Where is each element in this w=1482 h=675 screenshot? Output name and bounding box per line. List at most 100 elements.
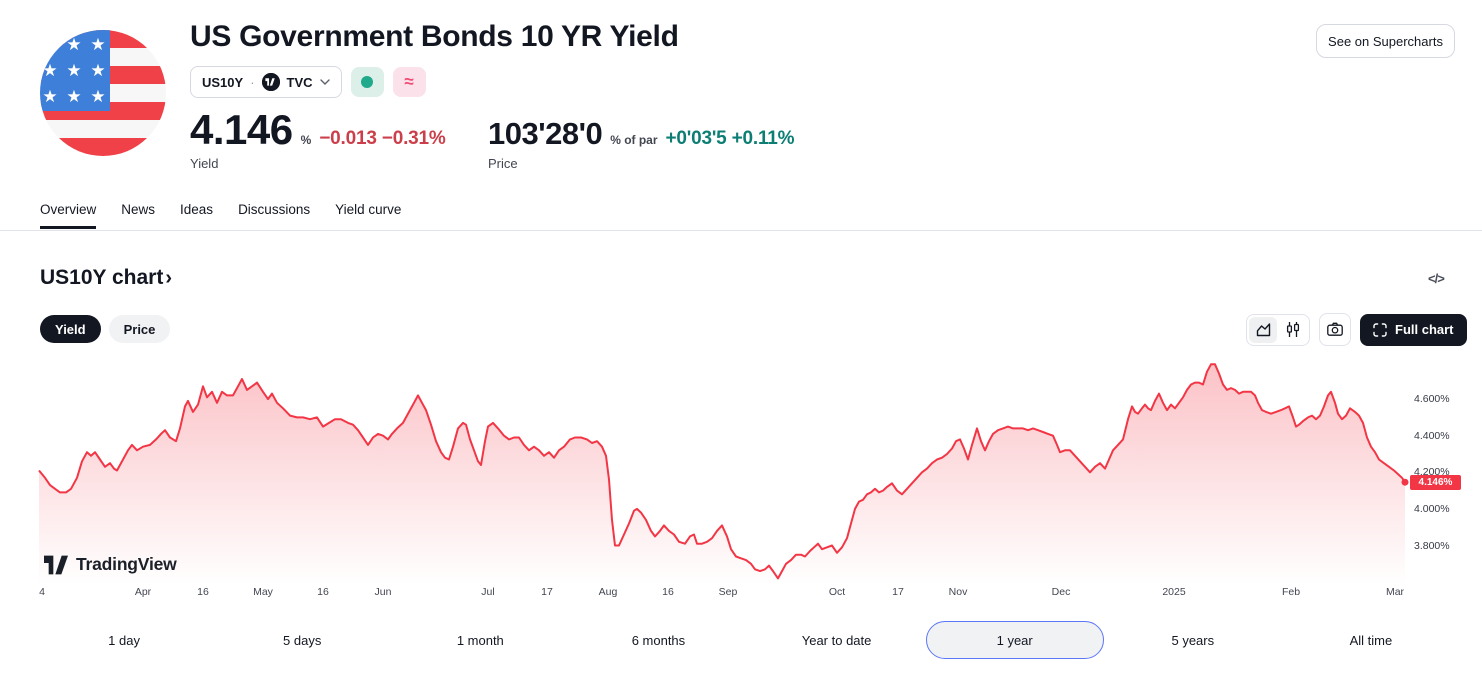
price-label: Price	[488, 156, 518, 171]
range-6-months[interactable]: 6 months	[631, 632, 686, 648]
range-cell: Year to date	[748, 620, 926, 660]
y-axis-label: 4.400%	[1414, 430, 1450, 442]
price-quote: 103'28'0 % of par +0'03'5 +0.11% Price	[488, 116, 795, 171]
tradingview-circle-icon	[261, 73, 280, 91]
approx-icon: ≈	[404, 72, 414, 91]
x-axis-label: Dec	[1051, 586, 1071, 598]
range-1-year[interactable]: 1 year	[996, 632, 1033, 648]
x-axis-label: Mar	[1385, 586, 1405, 598]
delayed-data-indicator[interactable]: ≈	[392, 67, 426, 97]
range-cell: 5 years	[1104, 620, 1282, 660]
last-point-marker	[1401, 478, 1409, 486]
candlestick-icon	[1286, 322, 1300, 337]
range-year-to-date[interactable]: Year to date	[801, 632, 872, 648]
tradingview-watermark[interactable]: TradingView	[44, 554, 177, 575]
chart-section-heading[interactable]: US10Y chart ›	[40, 266, 172, 290]
area-chart-style-button[interactable]	[1249, 316, 1277, 343]
embed-code-icon[interactable]: </>	[1428, 271, 1445, 286]
range-cell: All time	[1282, 620, 1460, 660]
watermark-text: TradingView	[76, 554, 177, 574]
chart-heading-text: US10Y chart	[40, 266, 164, 289]
price-value: 103'28'0	[488, 116, 603, 151]
x-axis-label: Feb	[1281, 586, 1301, 598]
range-1-month[interactable]: 1 month	[456, 632, 504, 648]
x-axis-label: Jun	[374, 586, 392, 598]
candles-style-button[interactable]	[1279, 317, 1307, 343]
date-range-bar: 1 day 5 days 1 month 6 months Year to date 1 …	[35, 620, 1460, 660]
x-axis-label: 17	[541, 586, 553, 598]
x-axis-label: 16	[662, 586, 674, 598]
yield-quote: 4.146 % −0.013 −0.31% Yield	[190, 106, 446, 171]
y-axis-label: 3.800%	[1414, 540, 1450, 552]
mode-pill-yield[interactable]: Yield	[40, 315, 101, 343]
area-chart-icon	[1256, 322, 1270, 336]
x-axis-label: Sep	[718, 586, 738, 598]
x-axis-label: Jul	[481, 586, 495, 598]
price-change: +0'03'5 +0.11%	[665, 128, 795, 149]
range-1-day[interactable]: 1 day	[108, 632, 140, 648]
range-cell: 1 month	[391, 620, 569, 660]
see-on-supercharts-button[interactable]: See on Supercharts	[1316, 24, 1455, 58]
yield-area-chart[interactable]	[0, 350, 1482, 585]
yield-value: 4.146	[190, 106, 293, 153]
tab-yield-curve[interactable]: Yield curve	[335, 202, 402, 217]
x-axis-label: Apr	[134, 586, 152, 598]
symbol-picker-button[interactable]: US10Y · TVC	[190, 66, 342, 98]
range-cell: 1 year	[925, 620, 1104, 660]
symbol-row: US10Y · TVC ≈	[190, 66, 426, 98]
tab-news[interactable]: News	[121, 202, 156, 217]
range-cell: 5 days	[213, 620, 391, 660]
x-axis-label: Oct	[828, 586, 846, 598]
chevron-down-icon	[319, 79, 330, 85]
page-title: US Government Bonds 10 YR Yield	[190, 20, 679, 53]
tab-ideas[interactable]: Ideas	[180, 202, 214, 217]
area-fill	[39, 364, 1405, 585]
yield-label: Yield	[190, 156, 219, 171]
full-chart-label: Full chart	[1395, 322, 1454, 337]
exchange-label: TVC	[286, 74, 313, 90]
mode-pill-price[interactable]: Price	[108, 315, 171, 343]
green-dot-icon	[361, 76, 374, 88]
tab-overview[interactable]: Overview	[40, 202, 96, 229]
flag-canton: ★ ★ ★ ★ ★ ★ ★ ★ ★	[40, 30, 110, 111]
snapshot-camera-button[interactable]	[1319, 313, 1351, 346]
full-chart-button[interactable]: Full chart	[1360, 313, 1467, 346]
tab-bar: Overview News Ideas Discussions Yield curve	[40, 202, 401, 229]
x-axis-label: 17	[892, 586, 904, 598]
x-axis-label: May	[253, 586, 273, 598]
range-all-time[interactable]: All time	[1349, 632, 1393, 648]
tab-discussions[interactable]: Discussions	[238, 202, 311, 217]
flag-stars: ★ ★ ★	[42, 61, 108, 80]
market-open-indicator[interactable]	[350, 67, 384, 97]
x-axis-label: Aug	[598, 586, 618, 598]
x-axis-label: 2025	[1162, 586, 1186, 598]
range-selected-pill[interactable]: 1 year	[925, 621, 1104, 659]
fullscreen-icon	[1373, 322, 1387, 337]
x-axis-label: 4	[39, 586, 45, 598]
y-axis-label: 4.600%	[1414, 393, 1450, 405]
camera-icon	[1327, 322, 1343, 336]
chart-toolbar: Full chart	[1246, 313, 1467, 346]
x-axis-label: 16	[197, 586, 209, 598]
chart-style-segment	[1246, 313, 1310, 346]
last-price-badge: 4.146%	[1410, 475, 1461, 490]
chevron-right-icon: ›	[165, 266, 173, 289]
separator: ·	[250, 74, 255, 90]
range-cell: 6 months	[569, 620, 747, 660]
yield-change: −0.013 −0.31%	[319, 128, 446, 149]
range-5-years[interactable]: 5 years	[1171, 632, 1215, 648]
x-axis-label: Nov	[948, 586, 968, 598]
range-cell: 1 day	[35, 620, 213, 660]
range-5-days[interactable]: 5 days	[283, 632, 322, 648]
flag-stars: ★ ★ ★	[42, 87, 108, 106]
divider	[0, 230, 1482, 231]
flag-stars: ★ ★ ★	[42, 35, 108, 54]
y-axis-label: 4.000%	[1414, 503, 1450, 515]
tradingview-logo-icon	[44, 555, 68, 574]
chart-area: 4.600% 4.400% 4.200% 4.000% 3.800% 4 Apr 16 May…	[0, 350, 1482, 612]
symbol-ticker: US10Y	[202, 74, 244, 90]
yield-price-toggle: Yield Price	[40, 315, 171, 343]
x-axis-label: 16	[317, 586, 329, 598]
yield-unit: %	[300, 133, 312, 147]
